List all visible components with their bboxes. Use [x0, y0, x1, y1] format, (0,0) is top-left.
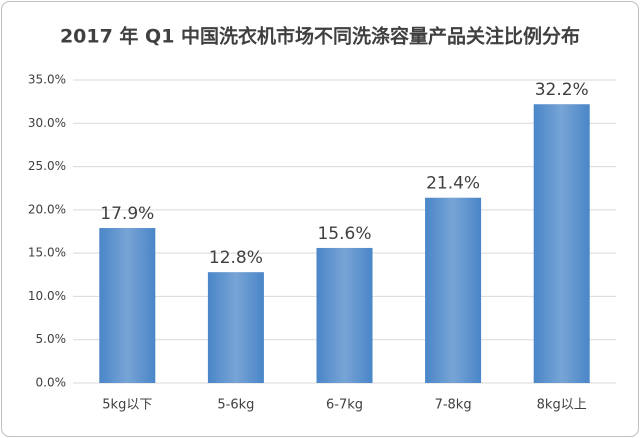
x-tick-label: 5-6kg: [217, 398, 254, 413]
y-tick-label: 25.0%: [28, 159, 66, 173]
y-tick-label: 0.0%: [36, 376, 67, 390]
value-label: 21.4%: [426, 174, 480, 194]
y-tick-label: 10.0%: [28, 289, 66, 303]
value-label: 32.2%: [535, 80, 589, 100]
bar-shine: [533, 104, 590, 384]
y-tick-label: 20.0%: [28, 202, 66, 216]
y-tick-label: 35.0%: [28, 73, 66, 87]
value-label: 15.6%: [317, 224, 371, 244]
bar-shine: [316, 247, 373, 383]
x-tick-label: 7-8kg: [435, 398, 472, 413]
x-tick-label: 6-7kg: [326, 398, 363, 413]
bar-shine: [207, 272, 264, 383]
value-label: 17.9%: [100, 204, 154, 224]
value-label: 12.8%: [209, 248, 263, 268]
x-tick-label: 8kg以上: [537, 398, 587, 413]
bar-shine: [425, 197, 482, 383]
y-tick-label: 30.0%: [28, 116, 66, 130]
y-tick-label: 15.0%: [28, 246, 66, 260]
chart-title: 2017 年 Q1 中国洗衣机市场不同洗涤容量产品关注比例分布: [60, 25, 580, 48]
y-tick-label: 5.0%: [36, 332, 67, 346]
bar-shine: [99, 228, 156, 383]
x-tick-label: 5kg以下: [102, 398, 152, 413]
